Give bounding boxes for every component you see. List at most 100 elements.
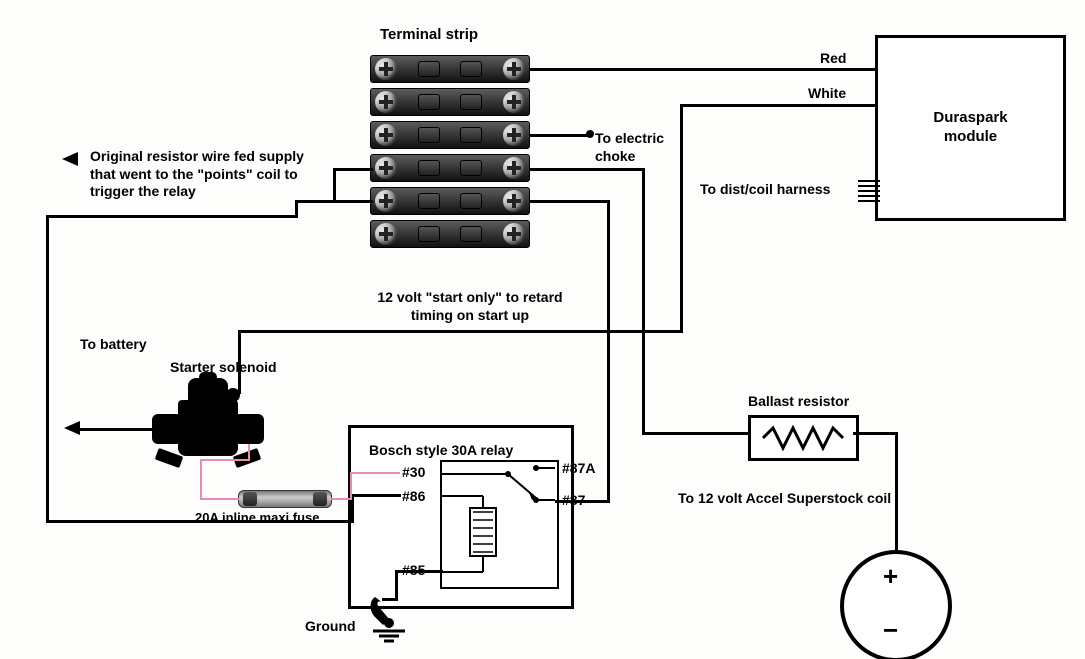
to-harness-label: To dist/coil harness: [700, 181, 830, 199]
wire: [642, 168, 645, 435]
terminal-strip-title: Terminal strip: [380, 26, 478, 45]
wire-end: [586, 130, 594, 138]
screw-icon: [375, 190, 397, 212]
ground-icon: [365, 595, 415, 643]
wire: [680, 104, 878, 107]
screw-icon: [375, 58, 397, 80]
relay-pin-30: #30: [402, 464, 425, 480]
wire: [248, 444, 250, 459]
barrel-icon: [418, 61, 440, 77]
terminal-strip: [370, 55, 530, 248]
barrel-icon: [418, 193, 440, 209]
barrel-icon: [418, 160, 440, 176]
wire: [555, 500, 610, 503]
wiring-diagram: Terminal strip Red White To electric cho…: [0, 0, 1085, 659]
fuse-end-icon: [243, 492, 257, 506]
terminal-row: [370, 55, 530, 83]
terminal-row: [370, 88, 530, 116]
wire: [200, 459, 202, 499]
barrel-icon: [460, 127, 482, 143]
wire: [46, 215, 298, 218]
ballast-resistor: [748, 415, 859, 461]
wire: [395, 570, 398, 600]
duraspark-module: Duraspark module: [875, 35, 1066, 221]
wire: [295, 200, 335, 203]
barrel-icon: [460, 193, 482, 209]
fuse-end-icon: [313, 492, 327, 506]
screw-icon: [503, 223, 525, 245]
harness-wire: [858, 185, 880, 187]
coil-plus: +: [883, 560, 898, 593]
zigzag-icon: [761, 424, 846, 452]
start-only-label: 12 volt "start only" to retard timing on…: [340, 289, 600, 324]
wire: [238, 330, 683, 333]
wire: [530, 68, 878, 71]
to-coil-label: To 12 volt Accel Superstock coil: [678, 490, 891, 508]
wire: [351, 494, 401, 497]
barrel-icon: [460, 226, 482, 242]
to-battery-label: To battery: [80, 336, 147, 354]
relay-title: Bosch style 30A relay: [369, 442, 513, 460]
wire: [395, 570, 443, 573]
fuse-label: 20A inline maxi fuse: [195, 510, 320, 526]
screw-icon: [375, 124, 397, 146]
screw-icon: [375, 157, 397, 179]
screw-icon: [503, 91, 525, 113]
terminal-row: [370, 121, 530, 149]
wire: [330, 498, 352, 500]
wire: [530, 134, 590, 137]
wire: [333, 168, 336, 202]
wire: [642, 432, 750, 435]
harness-wire: [858, 200, 880, 202]
ballast-label: Ballast resistor: [748, 393, 849, 411]
relay-pin-87a: #87A: [562, 460, 595, 476]
white-wire-label: White: [808, 85, 846, 103]
harness-wire: [858, 190, 880, 192]
wire: [46, 215, 49, 523]
screw-icon: [375, 223, 397, 245]
wire: [530, 168, 645, 171]
barrel-icon: [418, 226, 440, 242]
terminal-row: [370, 154, 530, 182]
coil-minus: −: [883, 614, 898, 647]
screw-icon: [503, 157, 525, 179]
screw-icon: [503, 124, 525, 146]
to-choke-label: To electric choke: [595, 130, 664, 165]
screw-icon: [503, 190, 525, 212]
barrel-icon: [418, 127, 440, 143]
wire: [333, 168, 373, 171]
barrel-icon: [460, 61, 482, 77]
solenoid-label: Starter solenoid: [170, 359, 277, 377]
wire: [853, 432, 898, 435]
red-wire-label: Red: [820, 50, 846, 68]
relay-pin-86: #86: [402, 488, 425, 504]
wire: [895, 432, 898, 552]
wire: [200, 459, 250, 461]
terminal-row: [370, 220, 530, 248]
barrel-icon: [460, 160, 482, 176]
harness-wire: [858, 195, 880, 197]
harness-wire: [858, 180, 880, 182]
wire: [607, 200, 610, 502]
wire: [680, 104, 683, 333]
wire: [80, 428, 154, 431]
screw-icon: [375, 91, 397, 113]
wire: [238, 330, 241, 394]
inline-fuse: [238, 490, 332, 508]
wire: [382, 598, 398, 601]
barrel-icon: [460, 94, 482, 110]
terminal-row: [370, 187, 530, 215]
ground-label: Ground: [305, 618, 356, 636]
barrel-icon: [418, 94, 440, 110]
wire: [350, 472, 352, 500]
arrow-icon: [64, 421, 80, 435]
arrow-icon: [62, 152, 78, 166]
wire: [200, 498, 240, 500]
wire: [350, 472, 400, 474]
screw-icon: [503, 58, 525, 80]
duraspark-module-text: Duraspark module: [933, 109, 1007, 147]
resistor-wire-note: Original resistor wire fed supply that w…: [90, 148, 350, 201]
wire: [46, 520, 351, 523]
wire: [530, 200, 610, 203]
relay-schematic-icon: [440, 460, 555, 585]
